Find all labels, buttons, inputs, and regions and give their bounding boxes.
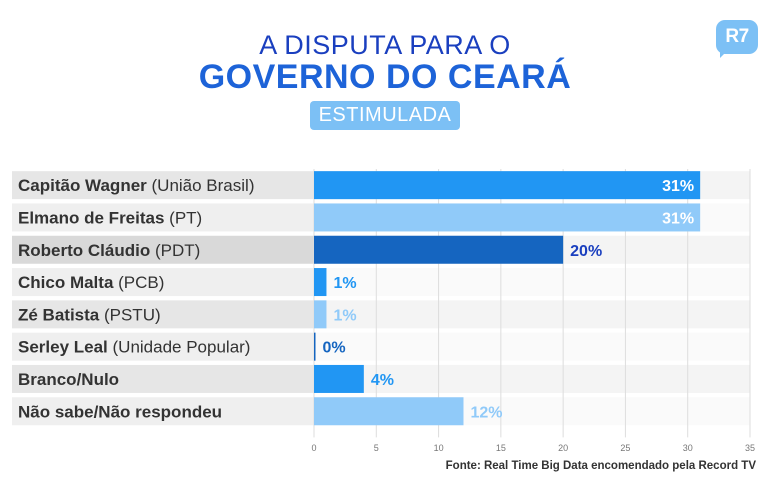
x-tick-label: 10 <box>434 443 444 453</box>
candidate-name: Capitão Wagner <box>18 176 147 195</box>
plot-row-band <box>314 364 750 393</box>
value-label: 0% <box>323 340 346 357</box>
plot-row-band <box>314 332 750 361</box>
party-name: (União Brasil) <box>147 176 255 195</box>
party-name: (PCB) <box>113 273 164 292</box>
candidate-name: Roberto Cláudio <box>18 241 150 260</box>
value-label: 1% <box>333 275 356 292</box>
category-label-bg <box>12 364 314 393</box>
category-label-bg <box>12 300 314 329</box>
value-label: 1% <box>333 307 356 324</box>
candidate-name: Não sabe/Não respondeu <box>18 402 222 421</box>
category-label: Branco/Nulo <box>18 370 119 389</box>
candidate-name: Branco/Nulo <box>18 370 119 389</box>
source-note: Fonte: Real Time Big Data encomendado pe… <box>445 460 756 472</box>
category-label-bg <box>12 332 314 361</box>
category-label-bg <box>12 203 314 232</box>
bar <box>314 300 327 329</box>
candidate-name: Chico Malta <box>18 273 114 292</box>
bar <box>314 203 701 232</box>
x-tick-label: 30 <box>683 443 693 453</box>
value-label: 4% <box>371 372 394 389</box>
candidate-name: Zé Batista <box>18 305 100 324</box>
party-name: (Unidade Popular) <box>108 338 251 357</box>
category-label-bg <box>12 268 314 297</box>
r7-logo-tail-icon <box>720 48 730 58</box>
candidate-name: Elmano de Freitas <box>18 208 164 227</box>
party-name: (PDT) <box>150 241 200 260</box>
category-label: Elmano de Freitas (PT) <box>18 208 202 227</box>
x-tick-label: 20 <box>558 443 568 453</box>
bar <box>314 268 327 297</box>
category-label: Zé Batista (PSTU) <box>18 305 161 324</box>
category-label: Chico Malta (PCB) <box>18 273 164 292</box>
value-label: 12% <box>470 404 502 421</box>
x-tick-label: 25 <box>620 443 630 453</box>
chart-subtitle-badge: ESTIMULADA <box>309 101 461 130</box>
candidate-name: Serley Leal <box>18 338 108 357</box>
bar <box>314 235 564 264</box>
party-name: (PT) <box>164 208 202 227</box>
chart-title-line2: GOVERNO DO CEARÁ <box>198 58 572 96</box>
category-label: Não sabe/Não respondeu <box>18 402 222 421</box>
category-label: Capitão Wagner (União Brasil) <box>18 176 254 195</box>
category-label: Roberto Cláudio (PDT) <box>18 241 200 260</box>
x-tick-label: 15 <box>496 443 506 453</box>
category-label-bg <box>12 397 314 426</box>
plot-row-band <box>314 268 750 297</box>
value-label: 20% <box>570 243 602 260</box>
plot-row-band <box>314 300 750 329</box>
chart-title-line1: A DISPUTA PARA O <box>259 30 511 60</box>
value-label: 31% <box>662 178 694 195</box>
bar <box>314 332 316 361</box>
bar <box>314 171 701 200</box>
x-tick-label: 0 <box>311 443 316 453</box>
bar <box>314 397 464 426</box>
category-label-bg <box>12 235 314 264</box>
bar <box>314 364 364 393</box>
party-name: (PSTU) <box>99 305 160 324</box>
r7-logo: R7 <box>716 20 758 54</box>
x-tick-label: 5 <box>374 443 379 453</box>
x-tick-label: 35 <box>745 443 755 453</box>
category-label: Serley Leal (Unidade Popular) <box>18 338 250 357</box>
category-label-bg <box>12 171 314 200</box>
value-label: 31% <box>662 210 694 227</box>
